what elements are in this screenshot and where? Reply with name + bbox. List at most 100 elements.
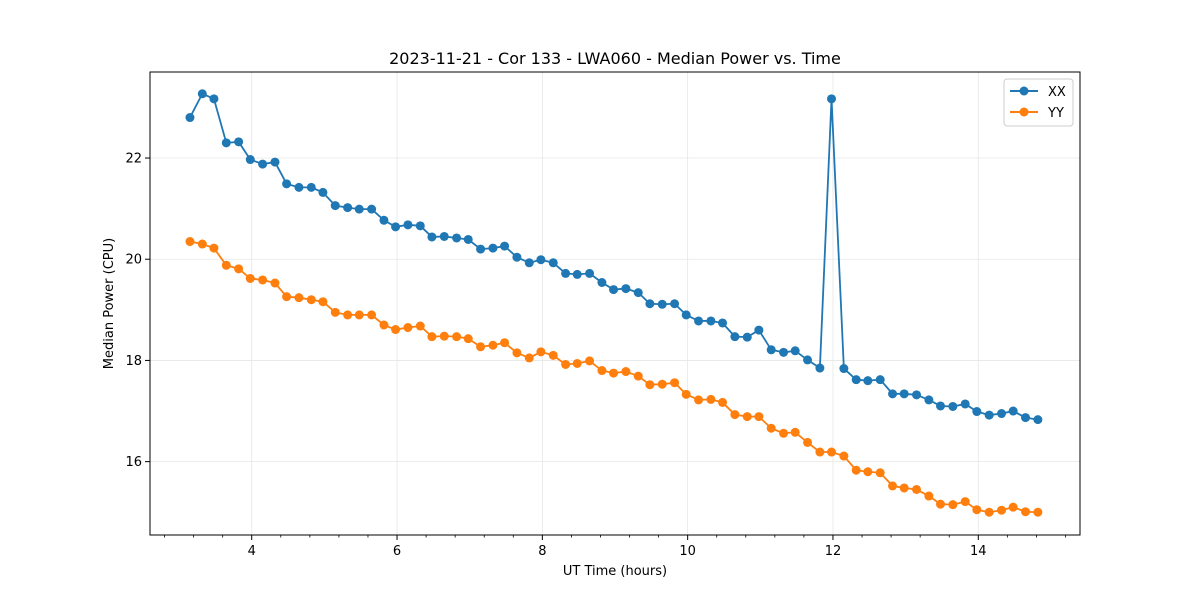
data-point-yy xyxy=(572,358,582,368)
data-point-yy xyxy=(827,447,837,457)
data-point-xx xyxy=(912,390,922,400)
data-point-xx xyxy=(694,316,704,326)
data-point-xx xyxy=(439,231,449,241)
data-point-xx xyxy=(851,375,861,385)
data-point-yy xyxy=(730,410,740,420)
data-point-yy xyxy=(706,394,716,404)
y-tick-label: 18 xyxy=(125,354,142,369)
data-point-xx xyxy=(270,157,280,167)
plot-series xyxy=(185,89,1043,517)
data-point-xx xyxy=(790,346,800,356)
data-point-yy xyxy=(367,310,377,320)
data-point-yy xyxy=(234,264,244,274)
data-point-xx xyxy=(197,89,207,99)
data-point-yy xyxy=(463,334,473,344)
data-point-yy xyxy=(936,499,945,509)
data-point-yy xyxy=(779,428,789,438)
data-point-xx xyxy=(888,389,898,399)
data-point-yy xyxy=(875,468,885,478)
data-point-yy xyxy=(318,297,328,307)
data-point-xx xyxy=(452,233,462,243)
data-point-yy xyxy=(815,447,825,457)
data-point-yy xyxy=(476,342,486,352)
data-point-yy xyxy=(718,397,728,407)
data-point-xx xyxy=(403,220,413,230)
data-point-xx xyxy=(899,389,909,399)
data-point-xx xyxy=(670,299,680,309)
data-point-yy xyxy=(1008,502,1018,512)
y-tick-label: 22 xyxy=(125,152,142,167)
data-point-yy xyxy=(997,505,1007,515)
data-point-xx xyxy=(463,234,473,244)
data-point-xx xyxy=(633,288,643,298)
data-point-yy xyxy=(621,367,631,377)
data-point-xx xyxy=(924,395,934,405)
data-point-yy xyxy=(536,347,546,357)
data-point-yy xyxy=(694,395,704,405)
data-point-xx xyxy=(948,401,958,411)
data-point-yy xyxy=(524,353,534,363)
data-point-xx xyxy=(621,284,631,294)
data-point-yy xyxy=(391,325,401,335)
y-tick-label: 20 xyxy=(125,253,142,268)
data-point-yy xyxy=(354,310,364,320)
data-point-xx xyxy=(258,159,268,169)
data-point-xx xyxy=(185,113,195,123)
x-tick-label: 4 xyxy=(248,544,256,559)
data-point-yy xyxy=(343,310,353,320)
data-point-yy xyxy=(209,243,219,253)
data-point-xx xyxy=(343,203,353,213)
data-point-xx xyxy=(585,268,595,278)
data-point-xx xyxy=(1008,406,1018,416)
data-point-xx xyxy=(221,138,231,148)
data-point-xx xyxy=(1021,413,1031,423)
data-point-xx xyxy=(512,252,522,262)
data-point-yy xyxy=(330,307,340,317)
x-tick-label: 10 xyxy=(679,544,696,559)
data-point-yy xyxy=(790,427,800,437)
data-point-xx xyxy=(718,318,728,328)
data-point-yy xyxy=(657,379,667,389)
data-point-xx xyxy=(839,364,849,374)
data-point-yy xyxy=(403,323,413,333)
data-point-xx xyxy=(367,204,377,214)
data-point-xx xyxy=(609,285,619,295)
data-point-yy xyxy=(851,465,861,475)
data-point-xx xyxy=(742,332,752,342)
data-point-yy xyxy=(245,273,255,283)
x-tick-label: 6 xyxy=(393,544,401,559)
data-point-yy xyxy=(948,500,958,510)
data-point-yy xyxy=(427,332,437,342)
y-axis-label: Median Power (CPU) xyxy=(102,238,117,369)
data-point-xx xyxy=(427,232,437,242)
data-point-xx xyxy=(657,299,667,309)
data-point-yy xyxy=(221,260,231,270)
data-point-yy xyxy=(294,293,304,303)
data-point-yy xyxy=(415,321,425,331)
x-tick-label: 14 xyxy=(970,544,987,559)
data-point-xx xyxy=(730,332,740,342)
data-point-xx xyxy=(294,182,304,192)
data-point-xx xyxy=(984,410,994,420)
data-point-xx xyxy=(330,201,340,211)
data-point-yy xyxy=(1021,507,1031,517)
data-point-xx xyxy=(815,363,825,373)
data-point-yy xyxy=(197,239,207,249)
data-point-xx xyxy=(645,299,655,309)
data-point-xx xyxy=(524,258,534,268)
data-point-yy xyxy=(742,412,752,422)
data-point-xx xyxy=(379,215,389,225)
data-point-xx xyxy=(391,222,401,232)
data-point-yy xyxy=(561,359,571,369)
y-tick-label: 16 xyxy=(125,455,142,470)
data-point-xx xyxy=(536,255,546,265)
data-point-yy xyxy=(984,507,994,517)
data-point-yy xyxy=(379,320,389,330)
data-point-yy xyxy=(282,292,292,302)
data-point-yy xyxy=(548,350,558,360)
data-point-xx xyxy=(234,137,244,147)
data-point-yy xyxy=(766,423,776,433)
data-point-xx xyxy=(706,316,716,326)
data-point-yy xyxy=(609,368,619,378)
data-point-yy xyxy=(972,505,982,515)
